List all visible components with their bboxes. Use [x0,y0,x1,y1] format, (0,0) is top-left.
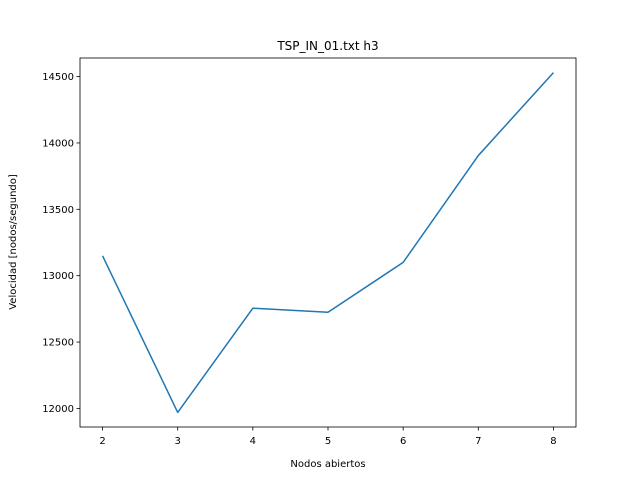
plot-area: 2 3 4 5 6 7 8 12000 12500 13000 13500 14000 14500 [42,57,577,447]
x-tick-label: 3 [175,436,181,447]
y-tick-label: 12500 [42,338,74,349]
y-tick-label: 13500 [42,205,74,216]
chart-title: TSP_IN_01.txt h3 [276,39,378,53]
x-tick-label: 5 [325,436,331,447]
x-tick-label: 6 [400,436,406,447]
x-tick-label: 7 [475,436,481,447]
y-tick-label: 14500 [42,72,74,83]
y-tick-label: 13000 [42,271,74,282]
x-tick-label: 8 [550,436,556,447]
y-tick-label: 14000 [42,138,74,149]
y-tick-label: 12000 [42,404,74,415]
x-tick-label: 2 [99,436,105,447]
x-tick-label: 4 [250,436,256,447]
y-axis-label: Velocidad [nodos/segundo] [8,174,19,310]
x-axis-label: Nodos abiertos [290,459,365,470]
series-line-0 [101,72,555,414]
